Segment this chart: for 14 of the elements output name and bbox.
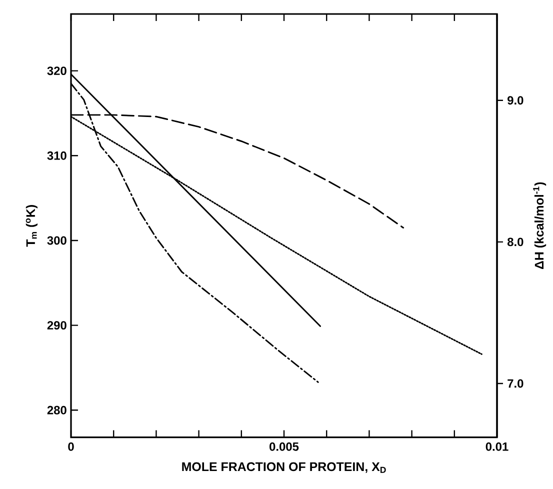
y-tick-label: 290	[47, 321, 66, 330]
x-axis-title: MOLE FRACTION OF PROTEIN, X$_{D}$	[182, 462, 386, 473]
x-tick-label: 0.01	[486, 442, 508, 451]
y2-axis-title: ΔH (kcal/mol$^{-1}$)	[533, 182, 546, 270]
y-tick-label: 320	[47, 66, 66, 76]
y2-tick-label: 8.0	[507, 238, 524, 246]
y-axis-title: T$_{m}$ ($^{o}$K)	[26, 205, 38, 247]
y2-tick-label: 9.0	[508, 96, 524, 105]
y-tick-label: 280	[47, 406, 66, 414]
y-tick-label: 300	[47, 236, 66, 245]
y-tick-label: 310	[47, 151, 66, 160]
y2-tick-label: 7.0	[508, 379, 524, 388]
x-tick-label: 0	[68, 442, 74, 451]
x-tick-label: 0.005	[270, 442, 299, 451]
